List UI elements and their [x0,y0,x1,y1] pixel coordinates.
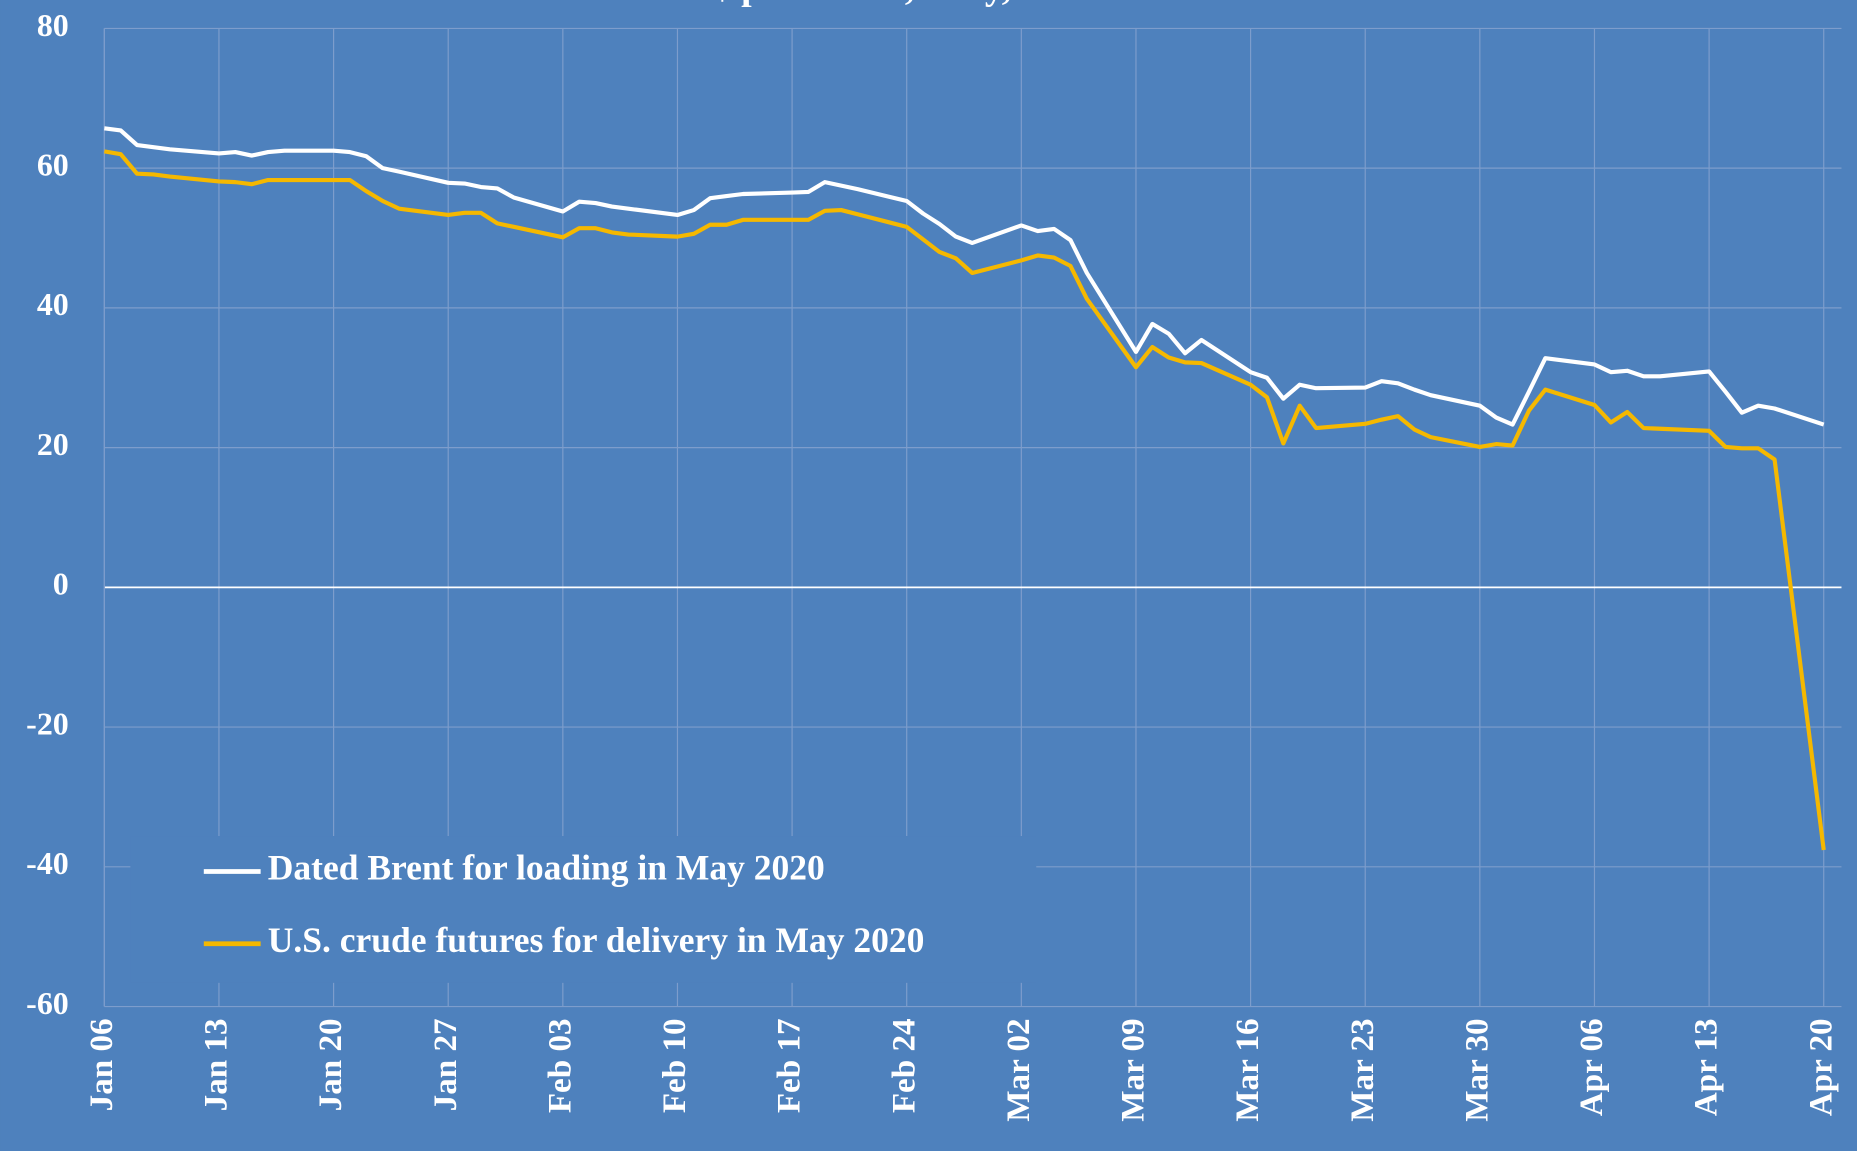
y-tick-label: 40 [37,287,69,322]
x-tick-label: Apr 13 [1688,1018,1725,1116]
y-tick-label: -20 [26,706,69,741]
x-tick-label: Mar 02 [1000,1018,1037,1121]
x-tick-label: Jan 06 [83,1018,120,1111]
y-tick-label: 20 [37,427,69,462]
x-tick-label: Feb 17 [771,1018,808,1113]
x-tick-label: Feb 03 [541,1018,578,1113]
x-tick-label: Feb 10 [656,1018,693,1113]
y-tick-label: 80 [37,8,69,43]
x-tick-label: Apr 20 [1802,1018,1839,1116]
y-tick-label: -60 [26,986,69,1021]
legend-label: Dated Brent for loading in May 2020 [268,848,825,888]
legend-box [130,836,1037,983]
x-tick-label: Jan 20 [312,1018,349,1111]
y-tick-label: -40 [26,846,69,881]
x-tick-label: Mar 09 [1115,1018,1152,1121]
series-line [104,126,1825,427]
legend: Dated Brent for loading in May 2020 U.S. … [130,836,1037,983]
x-tick-label: Jan 27 [427,1018,464,1111]
x-tick-label: Mar 23 [1344,1018,1381,1121]
legend-label: U.S. crude futures for delivery in May 2… [268,920,925,960]
series-line [103,149,1826,851]
y-tick-label: 0 [53,567,69,602]
chart-subtitle: U.S.$ per barrel, daily, since 6 Jan 202… [645,0,1282,8]
x-tick-label: Apr 06 [1573,1018,1610,1116]
x-tick-label: Mar 30 [1458,1018,1495,1121]
x-tick-label: Mar 16 [1229,1018,1266,1121]
x-tick-label: Jan 13 [198,1018,235,1111]
y-tick-label: 60 [37,147,69,182]
x-tick-label: Feb 24 [885,1018,922,1113]
